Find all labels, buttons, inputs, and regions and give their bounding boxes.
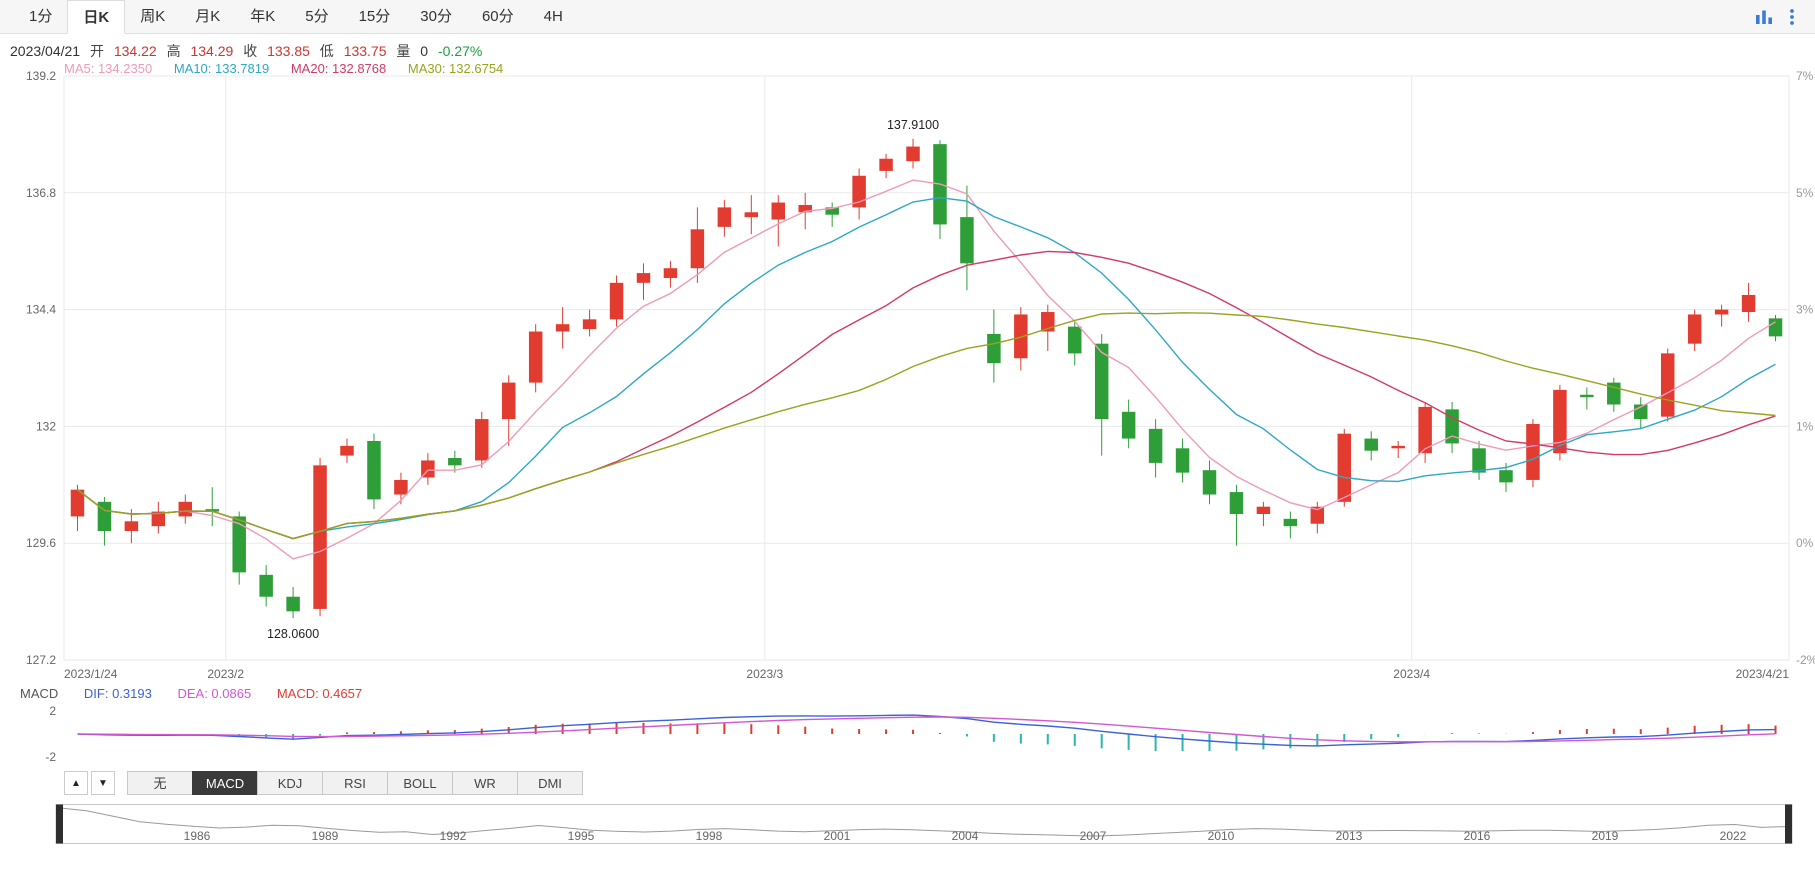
svg-text:1%: 1% (1796, 419, 1814, 433)
ma-legend: MA5: 134.2350 MA10: 133.7819 MA20: 132.8… (64, 61, 521, 76)
svg-text:-2%: -2% (1796, 653, 1815, 667)
svg-text:-2: -2 (45, 750, 56, 764)
volume-value: 0 (420, 43, 429, 59)
svg-text:129.6: 129.6 (26, 536, 56, 550)
panes-icon[interactable] (1755, 9, 1773, 25)
indicator-down-button[interactable]: ▼ (91, 771, 115, 795)
ma30-legend: MA30: 132.6754 (407, 61, 504, 76)
macd-title: MACD (20, 686, 59, 701)
high-label: 高 (166, 43, 181, 59)
navigator-line (59, 807, 1789, 837)
dif-value: DIF: 0.3193 (83, 686, 152, 701)
svg-text:2001: 2001 (824, 829, 851, 843)
svg-text:127.2: 127.2 (26, 653, 56, 667)
close-label: 收 (243, 43, 258, 59)
open-value: 134.22 (113, 43, 157, 59)
indicator-tab-WR[interactable]: WR (452, 771, 518, 795)
open-label: 开 (89, 43, 104, 59)
ma5-legend: MA5: 134.2350 (64, 61, 153, 76)
svg-text:1992: 1992 (440, 829, 467, 843)
svg-text:2023/3: 2023/3 (746, 667, 783, 681)
navigator[interactable]: 1986 1989 1992 1995 1998 2001 2004 2007 2010 2013… (0, 804, 1815, 846)
ma20-legend: MA20: 132.8768 (290, 61, 387, 76)
svg-text:2019: 2019 (1592, 829, 1619, 843)
ma30-line (77, 312, 1776, 540)
more-icon[interactable] (1789, 8, 1795, 26)
candles (70, 138, 1783, 619)
close-value: 133.85 (267, 43, 310, 59)
svg-text:2023/4: 2023/4 (1393, 667, 1430, 681)
timeframe-tab-周K[interactable]: 周K (140, 7, 166, 25)
macd-labels: MACD DIF: 0.3193 DEA: 0.0865 MACD: 0.465… (20, 686, 384, 701)
high-value: 134.29 (190, 43, 234, 59)
indicator-tab-KDJ[interactable]: KDJ (257, 771, 323, 795)
svg-text:2013: 2013 (1336, 829, 1363, 843)
timeframe-tab-4H[interactable]: 4H (543, 7, 563, 25)
svg-text:0%: 0% (1796, 536, 1814, 550)
svg-text:1989: 1989 (312, 829, 339, 843)
svg-text:2: 2 (49, 704, 56, 718)
indicator-tab-MACD[interactable]: MACD (192, 771, 258, 795)
ma20-line (77, 250, 1776, 540)
svg-text:136.8: 136.8 (26, 186, 56, 200)
low-value: 133.75 (343, 43, 387, 59)
svg-text:1986: 1986 (184, 829, 211, 843)
main-chart[interactable]: 139.2 7% 136.8 5% 134.4 3% 132 1% 129.6 0% 127.2 -2… (0, 56, 1815, 686)
svg-text:132: 132 (36, 419, 56, 433)
navigator-handle-left[interactable] (56, 804, 63, 844)
svg-text:2016: 2016 (1464, 829, 1491, 843)
indicator-tab-DMI[interactable]: DMI (517, 771, 583, 795)
low-annotation: 128.0600 (267, 627, 319, 641)
indicator-tab-BOLL[interactable]: BOLL (387, 771, 453, 795)
timeframe-tab-5分[interactable]: 5分 (305, 7, 329, 25)
timeframe-tabs: 1分 日K 周K 月K 年K 5分 15分 30分 60分 4H (14, 0, 578, 34)
svg-text:1995: 1995 (568, 829, 595, 843)
indicator-tabs: 无 MACD KDJ RSI BOLL WR DMI (127, 771, 583, 795)
svg-text:134.4: 134.4 (26, 303, 56, 317)
svg-text:2023/2: 2023/2 (207, 667, 244, 681)
timeframe-tab-日K[interactable]: 日K (67, 0, 126, 34)
svg-text:1998: 1998 (696, 829, 723, 843)
macd-chart[interactable]: 2 -2 (0, 704, 1815, 770)
timeframe-tab-月K[interactable]: 月K (195, 7, 221, 25)
change-value: -0.27% (437, 43, 483, 59)
svg-text:2004: 2004 (952, 829, 979, 843)
svg-text:2022: 2022 (1720, 829, 1747, 843)
svg-text:3%: 3% (1796, 303, 1814, 317)
navigator-handle-right[interactable] (1785, 804, 1792, 844)
quote-date: 2023/04/21 (10, 43, 81, 59)
ma10-line (77, 196, 1776, 540)
timeframe-tab-15分[interactable]: 15分 (358, 7, 391, 25)
svg-text:2007: 2007 (1080, 829, 1107, 843)
svg-text:2023/1/24: 2023/1/24 (64, 667, 118, 681)
dea-value: DEA: 0.0865 (177, 686, 252, 701)
grid: 139.2 7% 136.8 5% 134.4 3% 132 1% 129.6 0% 127.2 -2… (26, 69, 1815, 681)
svg-text:2010: 2010 (1208, 829, 1235, 843)
svg-text:5%: 5% (1796, 186, 1814, 200)
volume-label: 量 (396, 43, 411, 59)
high-annotation: 137.9100 (887, 118, 939, 132)
indicator-tab-RSI[interactable]: RSI (322, 771, 388, 795)
dea-line (77, 716, 1776, 743)
timeframe-tab-60分[interactable]: 60分 (481, 7, 514, 25)
topbar: 1分 日K 周K 月K 年K 5分 15分 30分 60分 4H (0, 0, 1815, 34)
svg-text:7%: 7% (1796, 69, 1814, 83)
svg-text:2023/4/21: 2023/4/21 (1736, 667, 1790, 681)
indicator-tab-无[interactable]: 无 (127, 771, 193, 795)
topbar-icons (1755, 8, 1815, 26)
indicator-bar: ▲ ▼ 无 MACD KDJ RSI BOLL WR DMI (64, 770, 583, 796)
low-label: 低 (319, 43, 334, 59)
macd-value: MACD: 0.4657 (276, 686, 363, 701)
timeframe-tab-30分[interactable]: 30分 (420, 7, 452, 25)
quote-line: 2023/04/21 开 134.22 高 134.29 收 133.85 低 … (10, 41, 488, 61)
ma10-legend: MA10: 133.7819 (173, 61, 270, 76)
timeframe-tab-年K[interactable]: 年K (250, 7, 276, 25)
ma5-line (77, 179, 1776, 560)
svg-text:139.2: 139.2 (26, 69, 56, 83)
timeframe-tab-1分[interactable]: 1分 (29, 7, 53, 25)
indicator-up-button[interactable]: ▲ (64, 771, 88, 795)
